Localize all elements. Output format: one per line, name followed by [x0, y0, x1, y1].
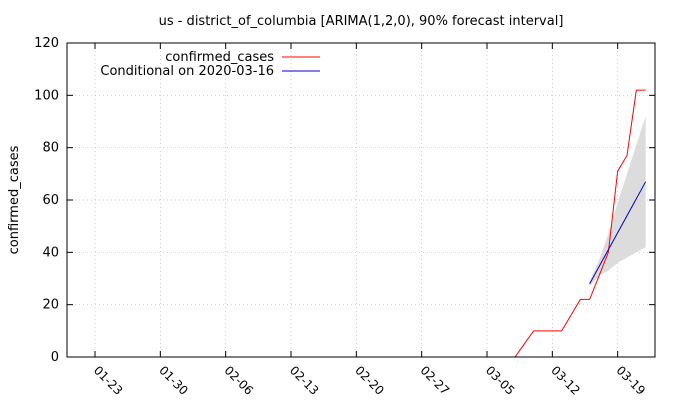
- legend-label: confirmed_cases: [165, 50, 274, 65]
- x-tick-label: 03-05: [483, 363, 518, 398]
- x-tick-label: 02-13: [287, 363, 322, 398]
- y-tick-label: 80: [42, 141, 59, 156]
- x-tick-label: 01-30: [156, 363, 191, 398]
- y-tick-label: 0: [51, 350, 59, 365]
- x-tick-label: 03-12: [548, 363, 583, 398]
- grid-lines: [67, 43, 655, 357]
- y-tick-label: 20: [42, 298, 59, 313]
- series-line-1: [505, 89, 646, 358]
- legend-label: Conditional on 2020-03-16: [100, 64, 274, 79]
- x-tick-label: 02-27: [418, 363, 453, 398]
- x-tick-label: 03-19: [614, 363, 649, 398]
- x-axis-ticks: 01-23 01-30 02-06 02-13 02-20 02-27 03-05 03-12…: [91, 43, 648, 398]
- forecast-interval-area: [589, 116, 646, 287]
- y-tick-label: 100: [34, 88, 59, 103]
- y-axis-ticks: 0 20 40 60 80 100 120: [34, 36, 655, 365]
- y-tick-label: 40: [42, 245, 59, 260]
- y-tick-label: 120: [34, 36, 59, 51]
- series-line-2: [589, 181, 647, 284]
- x-tick-label: 02-06: [222, 363, 257, 398]
- y-tick-label: 60: [42, 193, 59, 208]
- chart-title: us - district_of_columbia [ARIMA(1,2,0),…: [159, 14, 564, 29]
- x-tick-label: 01-23: [91, 363, 126, 398]
- x-tick-label: 02-20: [352, 363, 387, 398]
- y-axis-label: confirmed_cases: [7, 145, 22, 254]
- forecast-interval-band: [589, 116, 646, 287]
- series-lines: [505, 89, 647, 358]
